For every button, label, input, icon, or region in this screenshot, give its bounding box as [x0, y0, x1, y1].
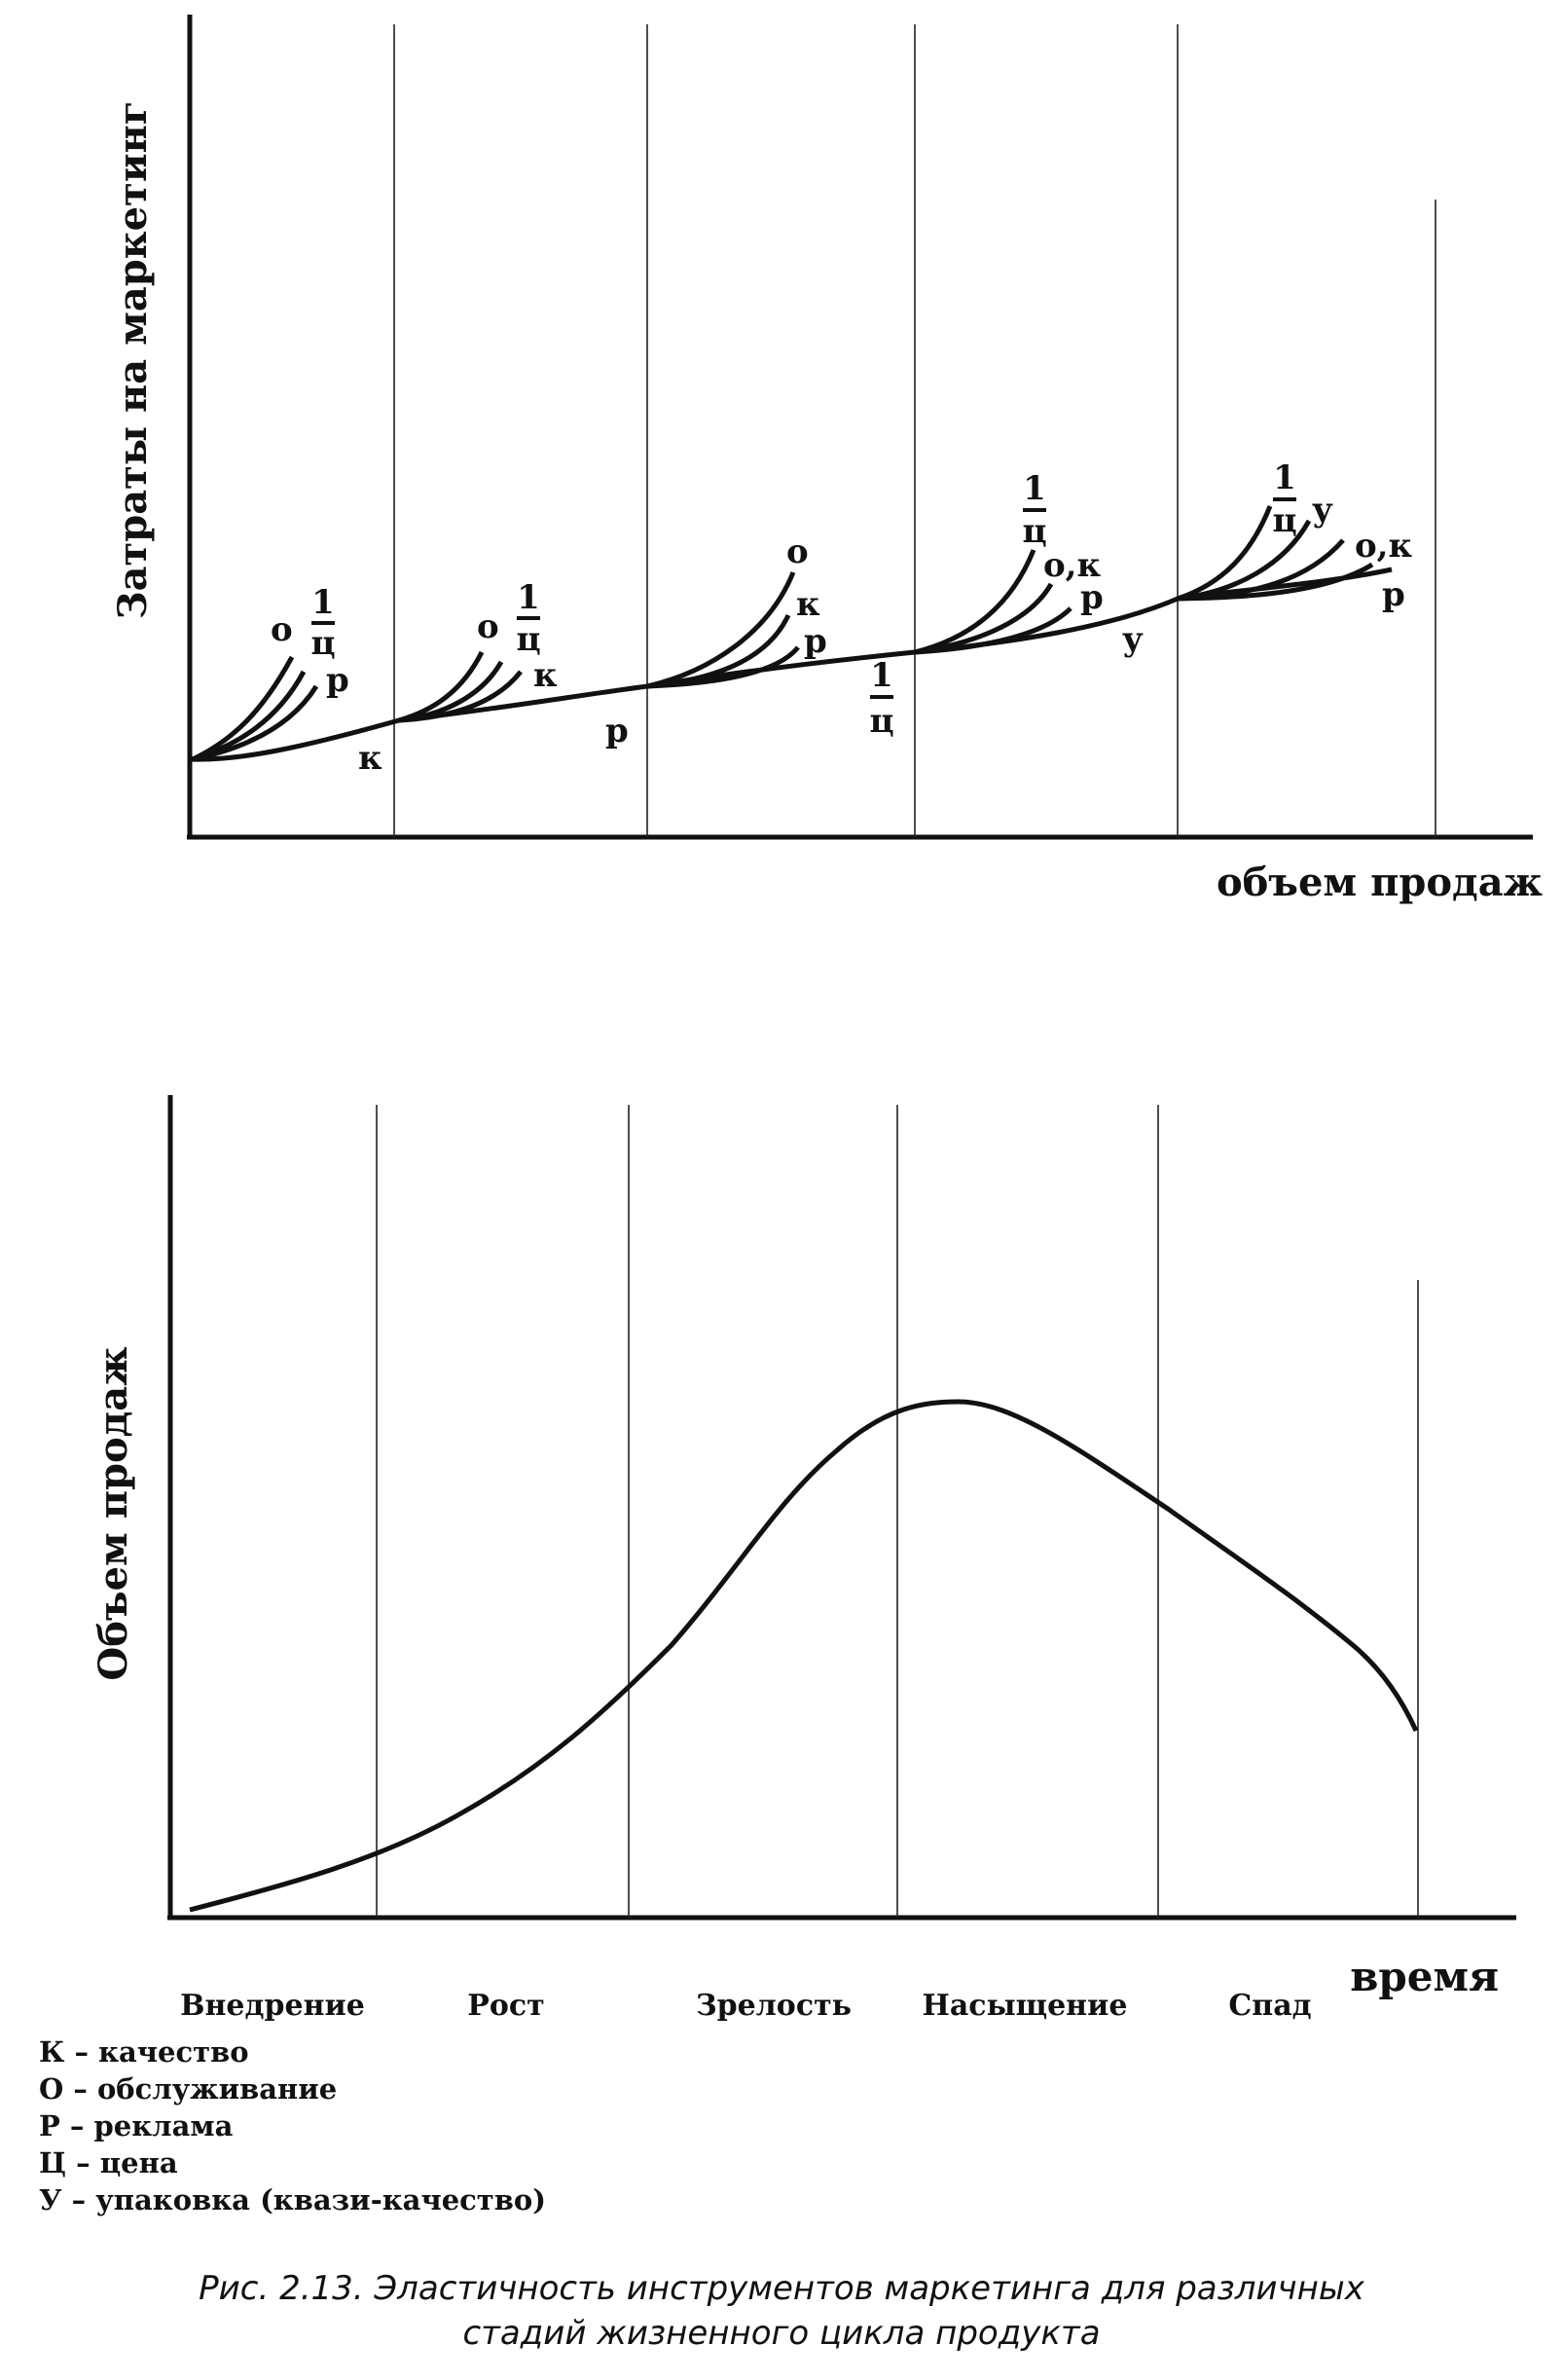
fan-branch — [646, 571, 796, 689]
fan-branch — [192, 684, 319, 762]
fan-label-denominator: ц — [310, 624, 335, 663]
stage-label-growth: Рост — [467, 1989, 544, 2023]
fan-label-denominator: ц — [1272, 501, 1296, 540]
fan-label: у — [1312, 491, 1333, 530]
baseline-label-numerator: 1 — [870, 656, 893, 695]
legend-item: О – обслуживание — [39, 2072, 337, 2105]
fan-label-numerator: 1 — [517, 578, 540, 617]
bottom-chart: Объем продаж время Внедрение Рост Зрелос… — [91, 1095, 1516, 2023]
top-x-axis-label: объем продаж — [1217, 860, 1543, 905]
stage-3-fan — [646, 571, 800, 689]
fan-label: о — [477, 607, 499, 646]
bottom-y-axis-label: Объем продаж — [91, 1346, 136, 1680]
baseline-label: у — [1122, 620, 1144, 659]
baseline-label: к — [358, 739, 382, 778]
fan-label: о — [786, 532, 809, 571]
fan-label: р — [326, 661, 349, 700]
fan-label-numerator: 1 — [311, 583, 335, 622]
fan-branch — [914, 606, 1072, 655]
legend-item: Р – реклама — [39, 2109, 234, 2142]
stage-label-maturity: Зрелость — [696, 1989, 852, 2023]
fan-branch — [914, 549, 1036, 655]
stage-label-introduction: Внедрение — [180, 1989, 365, 2023]
fan-label: к — [533, 656, 558, 695]
fan-label-numerator: 1 — [1023, 469, 1046, 508]
fan-label: р — [1382, 575, 1405, 614]
stage-2-fan — [398, 650, 523, 723]
stage-4-fan — [914, 549, 1072, 655]
fan-label-denominator: ц — [1022, 512, 1046, 551]
fan-label: р — [1080, 578, 1104, 617]
fan-branch — [646, 645, 800, 689]
legend-item: Ц – цена — [39, 2146, 178, 2179]
stage-1-fan — [191, 655, 319, 762]
baseline-label: р — [605, 712, 629, 751]
legend: К – качество О – обслуживание Р – реклам… — [39, 2035, 546, 2216]
fan-branch — [1177, 505, 1273, 602]
stage-label-decline: Спад — [1228, 1989, 1311, 2023]
caption-line-1: Рис. 2.13. Эластичность инструментов мар… — [199, 2269, 1365, 2308]
fan-branch — [1177, 562, 1374, 602]
baseline-label-denominator: ц — [869, 702, 893, 741]
stage-label-saturation: Насыщение — [923, 1989, 1128, 2023]
fan-label: к — [796, 585, 820, 624]
bottom-x-axis-label: время — [1350, 1953, 1499, 2000]
fan-label: о — [271, 610, 293, 649]
legend-item: К – качество — [39, 2035, 249, 2069]
top-chart: Затраты на маркетинг объем продаж — [110, 15, 1543, 905]
fan-label-numerator: 1 — [1273, 458, 1296, 497]
fan-label: р — [804, 622, 827, 661]
figure-caption: Рис. 2.13. Эластичность инструментов мар… — [199, 2269, 1365, 2353]
fan-label: о,к — [1355, 527, 1413, 566]
stage-5-fan — [1177, 505, 1374, 602]
legend-item: У – упаковка (квази-качество) — [39, 2183, 546, 2216]
top-y-axis-label: Затраты на маркетинг — [110, 101, 156, 620]
sales-life-cycle-curve — [189, 1399, 1419, 1913]
caption-line-2: стадий жизненного цикла продукта — [462, 2314, 1100, 2353]
fan-branch — [398, 670, 523, 723]
fan-label-denominator: ц — [516, 620, 540, 659]
fan-label: о,к — [1043, 546, 1102, 585]
